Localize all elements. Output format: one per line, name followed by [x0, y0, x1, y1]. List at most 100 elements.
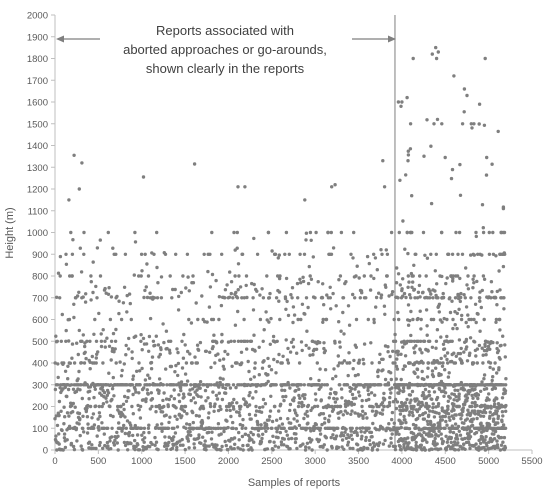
data-point — [68, 361, 73, 365]
data-point — [276, 256, 280, 260]
data-point — [124, 343, 128, 348]
data-point — [261, 296, 266, 300]
y-tick-label: 700 — [32, 293, 48, 304]
data-point — [357, 358, 362, 362]
data-point — [328, 392, 333, 396]
data-point — [501, 440, 505, 444]
data-point — [471, 417, 476, 421]
data-point — [175, 445, 179, 450]
data-point — [159, 275, 164, 279]
data-point — [288, 408, 292, 413]
data-point — [492, 417, 496, 421]
data-point — [126, 395, 130, 400]
data-point — [450, 339, 454, 343]
data-point — [449, 383, 453, 387]
data-point — [425, 256, 430, 260]
data-point — [428, 289, 432, 293]
data-point — [269, 394, 273, 398]
data-point — [269, 316, 273, 321]
data-point — [439, 426, 443, 430]
data-point — [256, 422, 260, 427]
data-point — [271, 334, 276, 339]
data-point — [480, 380, 484, 384]
data-point — [373, 393, 377, 397]
data-point — [273, 444, 277, 448]
data-point — [446, 375, 451, 379]
data-point — [381, 442, 386, 446]
data-point — [329, 307, 333, 311]
data-point — [458, 299, 462, 304]
data-point — [452, 351, 456, 355]
data-point — [123, 443, 128, 448]
data-point — [111, 375, 116, 380]
data-point — [421, 290, 425, 294]
data-point — [266, 373, 270, 377]
data-point — [400, 421, 404, 425]
data-point — [232, 447, 236, 451]
data-point — [483, 410, 488, 415]
data-point — [317, 378, 321, 383]
data-point — [79, 383, 83, 387]
x-tick-label: 1500 — [175, 456, 196, 467]
data-point — [278, 416, 283, 421]
data-point — [103, 443, 107, 448]
data-point — [69, 441, 74, 446]
data-point — [75, 341, 79, 345]
data-point — [277, 424, 281, 428]
data-point — [368, 442, 372, 447]
data-point — [327, 396, 331, 400]
data-point — [106, 292, 111, 296]
data-point — [245, 295, 249, 300]
data-point — [496, 414, 501, 418]
data-point — [298, 277, 302, 281]
data-point — [484, 448, 488, 452]
data-point — [458, 276, 462, 281]
data-point — [94, 446, 98, 451]
data-point — [495, 439, 499, 443]
data-point — [232, 230, 236, 235]
data-point — [106, 426, 110, 430]
data-point — [495, 341, 499, 345]
data-point — [370, 409, 375, 413]
data-point — [470, 404, 474, 409]
data-point — [215, 341, 219, 345]
data-point — [229, 414, 233, 419]
data-point — [147, 334, 152, 339]
data-point — [280, 388, 284, 392]
data-point — [90, 416, 94, 420]
data-point — [253, 413, 258, 417]
data-point — [465, 359, 470, 363]
data-point — [395, 367, 400, 371]
data-point — [369, 430, 374, 435]
data-point — [236, 262, 241, 266]
data-point — [105, 400, 109, 404]
data-point — [453, 361, 458, 365]
data-point — [92, 423, 97, 427]
data-point — [212, 409, 216, 413]
data-point — [500, 410, 505, 414]
data-point — [110, 387, 115, 391]
data-point — [340, 361, 344, 365]
data-point — [421, 361, 425, 365]
data-point — [288, 350, 293, 354]
y-tick-label: 1900 — [27, 32, 48, 43]
data-point — [299, 317, 303, 322]
data-point — [389, 436, 393, 440]
data-point — [310, 448, 314, 452]
data-point — [63, 369, 68, 373]
data-point — [478, 329, 482, 333]
data-point — [444, 281, 448, 286]
data-point — [96, 425, 101, 429]
data-point — [267, 364, 271, 368]
data-point — [395, 266, 399, 270]
data-point — [267, 320, 271, 324]
data-point — [257, 345, 261, 349]
data-point — [463, 447, 467, 451]
data-points — [53, 45, 508, 452]
data-point — [106, 230, 111, 235]
data-point — [111, 331, 116, 336]
data-point — [299, 340, 304, 344]
data-point — [433, 269, 437, 273]
data-point — [318, 432, 323, 436]
data-point — [343, 430, 347, 434]
